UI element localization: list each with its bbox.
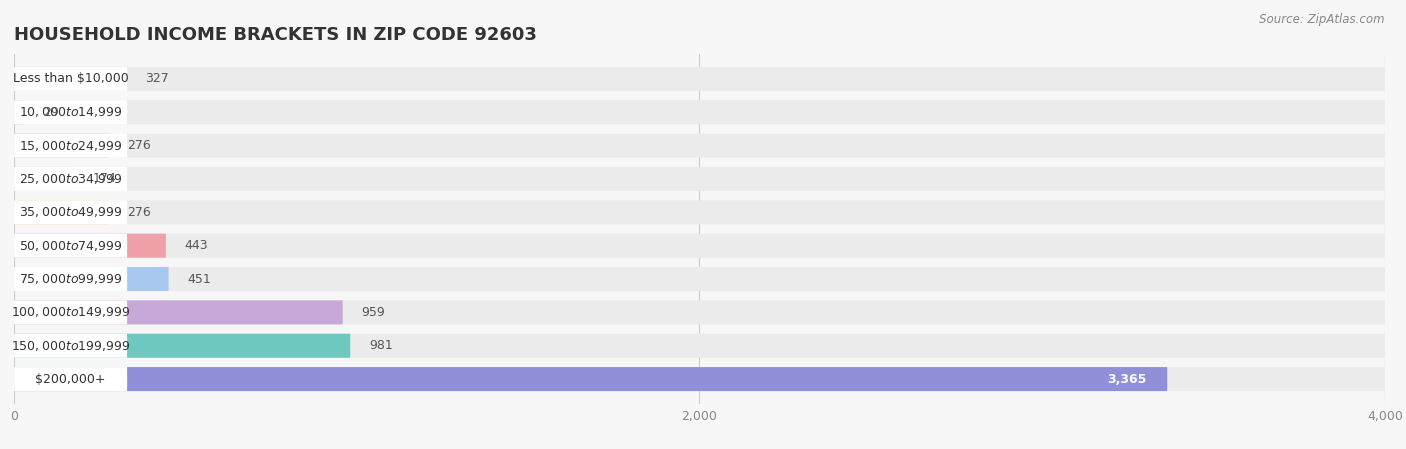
FancyBboxPatch shape [14,267,169,291]
FancyBboxPatch shape [14,67,127,91]
Text: HOUSEHOLD INCOME BRACKETS IN ZIP CODE 92603: HOUSEHOLD INCOME BRACKETS IN ZIP CODE 92… [14,26,537,44]
Text: 981: 981 [370,339,392,352]
FancyBboxPatch shape [14,67,127,91]
Text: 276: 276 [128,206,152,219]
FancyBboxPatch shape [14,367,1385,391]
Text: $10,000 to $14,999: $10,000 to $14,999 [18,105,122,119]
Text: 443: 443 [184,239,208,252]
FancyBboxPatch shape [14,134,127,158]
FancyBboxPatch shape [14,367,127,391]
Text: $35,000 to $49,999: $35,000 to $49,999 [18,205,122,219]
Text: $200,000+: $200,000+ [35,373,105,386]
FancyBboxPatch shape [14,200,1385,224]
Text: 174: 174 [93,172,117,185]
FancyBboxPatch shape [14,300,343,324]
FancyBboxPatch shape [14,334,1385,358]
Text: 327: 327 [145,72,169,85]
FancyBboxPatch shape [14,134,108,158]
Text: $150,000 to $199,999: $150,000 to $199,999 [11,339,131,353]
Text: $15,000 to $24,999: $15,000 to $24,999 [18,139,122,153]
Text: 3,365: 3,365 [1108,373,1147,386]
FancyBboxPatch shape [14,167,127,191]
Text: Less than $10,000: Less than $10,000 [13,72,128,85]
Text: $50,000 to $74,999: $50,000 to $74,999 [18,239,122,253]
FancyBboxPatch shape [14,167,1385,191]
Text: 451: 451 [187,273,211,286]
Text: 276: 276 [128,139,152,152]
FancyBboxPatch shape [14,300,1385,324]
FancyBboxPatch shape [14,200,108,224]
FancyBboxPatch shape [14,300,127,324]
FancyBboxPatch shape [14,367,1167,391]
FancyBboxPatch shape [14,334,350,358]
FancyBboxPatch shape [14,233,166,258]
Text: 29: 29 [42,106,59,119]
Text: Source: ZipAtlas.com: Source: ZipAtlas.com [1260,13,1385,26]
Text: 959: 959 [361,306,385,319]
FancyBboxPatch shape [14,200,127,224]
Text: $75,000 to $99,999: $75,000 to $99,999 [18,272,122,286]
FancyBboxPatch shape [14,100,127,124]
FancyBboxPatch shape [14,167,73,191]
FancyBboxPatch shape [14,267,127,291]
FancyBboxPatch shape [14,233,127,258]
FancyBboxPatch shape [14,134,1385,158]
FancyBboxPatch shape [14,334,127,358]
Text: $100,000 to $149,999: $100,000 to $149,999 [11,305,131,319]
FancyBboxPatch shape [14,100,1385,124]
Text: $25,000 to $34,999: $25,000 to $34,999 [18,172,122,186]
FancyBboxPatch shape [14,267,1385,291]
FancyBboxPatch shape [14,67,1385,91]
FancyBboxPatch shape [14,100,24,124]
FancyBboxPatch shape [14,233,1385,258]
